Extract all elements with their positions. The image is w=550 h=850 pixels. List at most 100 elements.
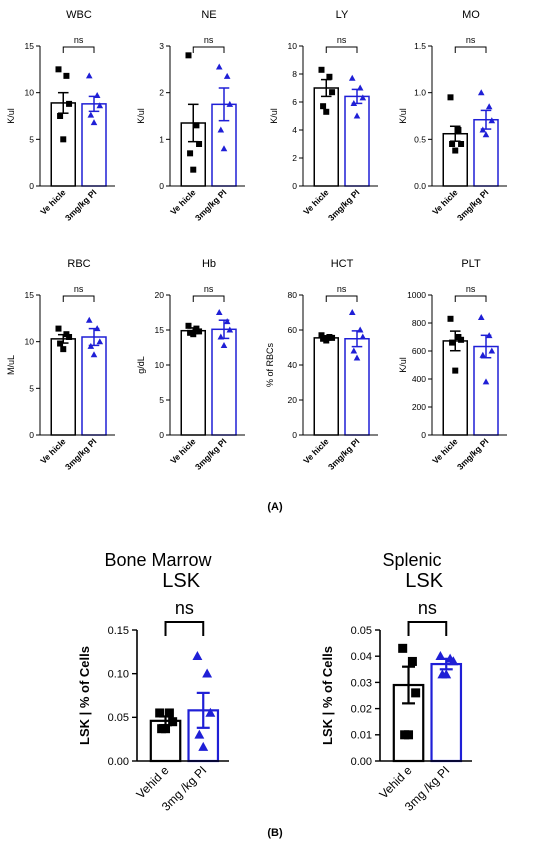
significance-bracket	[325, 46, 358, 53]
data-point	[96, 102, 104, 109]
x-tick-label: Ve hicle	[168, 187, 198, 217]
data-point	[93, 92, 101, 99]
data-point	[85, 316, 93, 323]
significance-bracket	[62, 295, 95, 302]
data-point	[66, 100, 73, 107]
data-point	[215, 309, 223, 316]
x-tick-label: 3mg/kg PI	[63, 436, 98, 471]
data-point	[318, 332, 325, 339]
data-point	[482, 378, 490, 385]
y-tick-label: 0.03	[351, 677, 372, 689]
data-point	[479, 351, 487, 358]
chart-title: NE	[201, 9, 216, 21]
bar-1	[344, 95, 370, 187]
y-tick-label: 0.0	[414, 181, 426, 191]
y-tick-label: 20	[155, 290, 165, 300]
y-tick-label: 10	[25, 337, 35, 347]
x-tick-label: 3mg/kg PI	[193, 436, 228, 471]
significance-label: ns	[74, 284, 84, 294]
data-point	[353, 112, 361, 119]
bar-0	[50, 102, 76, 187]
y-tick-label: 1	[159, 134, 164, 144]
significance-bracket	[454, 46, 487, 53]
chart-title: WBC	[66, 9, 92, 21]
chart-title: LSK	[405, 570, 443, 592]
data-point	[359, 94, 367, 101]
data-point	[217, 126, 225, 133]
data-point	[223, 318, 231, 325]
data-point	[155, 708, 165, 718]
significance-bracket	[62, 46, 95, 53]
y-tick-label: 15	[25, 41, 35, 51]
y-tick-label: 15	[25, 290, 35, 300]
data-point	[194, 729, 205, 739]
data-point	[57, 113, 64, 119]
y-tick-label: 0.01	[351, 730, 372, 742]
y-tick-label: 0.15	[108, 625, 129, 637]
data-point	[458, 141, 465, 147]
data-point	[87, 342, 95, 349]
significance-bracket	[164, 621, 205, 636]
y-tick-label: 40	[288, 360, 298, 370]
data-point	[55, 66, 62, 73]
data-point	[323, 108, 330, 115]
data-point	[404, 730, 414, 740]
data-point	[168, 717, 178, 727]
section-title-bone-marrow: Bone Marrow	[104, 550, 212, 570]
y-tick-label: 2	[292, 153, 297, 163]
data-point	[63, 72, 70, 79]
data-point	[90, 119, 98, 126]
y-axis-label: K/ul	[398, 108, 408, 124]
significance-label: ns	[466, 284, 476, 294]
y-tick-label: 1.5	[414, 41, 426, 51]
data-point	[350, 99, 358, 106]
y-tick-label: 0	[159, 181, 164, 191]
data-point	[185, 322, 192, 329]
data-point	[449, 339, 456, 346]
x-tick-label: Ve hicle	[168, 436, 198, 466]
data-point	[187, 329, 194, 336]
significance-bracket	[192, 295, 225, 302]
data-point	[190, 331, 197, 338]
y-tick-label: 0.04	[351, 651, 372, 663]
y-tick-label: 0.05	[351, 625, 372, 637]
y-tick-label: 0	[29, 430, 34, 440]
data-point	[452, 367, 459, 374]
bar-1	[81, 103, 107, 187]
bar-0	[442, 340, 468, 436]
y-tick-label: 0.10	[108, 669, 129, 681]
data-point	[196, 141, 203, 147]
x-tick-label: 3mg/kg PI	[455, 436, 490, 471]
y-tick-label: 4	[292, 125, 297, 135]
bar-1	[344, 338, 370, 436]
y-tick-label: 0.00	[108, 756, 129, 768]
chart-7: PLT ns 0 200 400 600 800 1000 K/ul Ve hicle3mg/kg…	[398, 258, 507, 472]
bar-0	[50, 338, 76, 436]
data-point	[448, 656, 459, 666]
y-tick-label: 800	[412, 318, 426, 328]
y-tick-label: 0.05	[108, 712, 129, 724]
data-point	[447, 315, 454, 322]
y-tick-label: 0	[292, 430, 297, 440]
data-point	[441, 669, 452, 679]
y-axis-label: M/uL	[6, 355, 16, 375]
y-tick-label: 20	[288, 395, 298, 405]
significance-label: ns	[337, 284, 347, 294]
y-axis-label: LSK | % of Cells	[77, 646, 92, 745]
data-point	[455, 127, 462, 133]
data-point	[85, 72, 93, 79]
x-tick-label: Ve hicle	[301, 187, 331, 217]
y-tick-label: 200	[412, 402, 426, 412]
y-tick-label: 0	[29, 181, 34, 191]
y-tick-label: 0.02	[351, 703, 372, 715]
x-tick-label: 3mg/kg PI	[63, 187, 98, 222]
bar-0	[180, 329, 206, 436]
panel-b-label: (B)	[267, 827, 283, 839]
data-point	[215, 63, 223, 70]
data-point	[57, 340, 64, 347]
